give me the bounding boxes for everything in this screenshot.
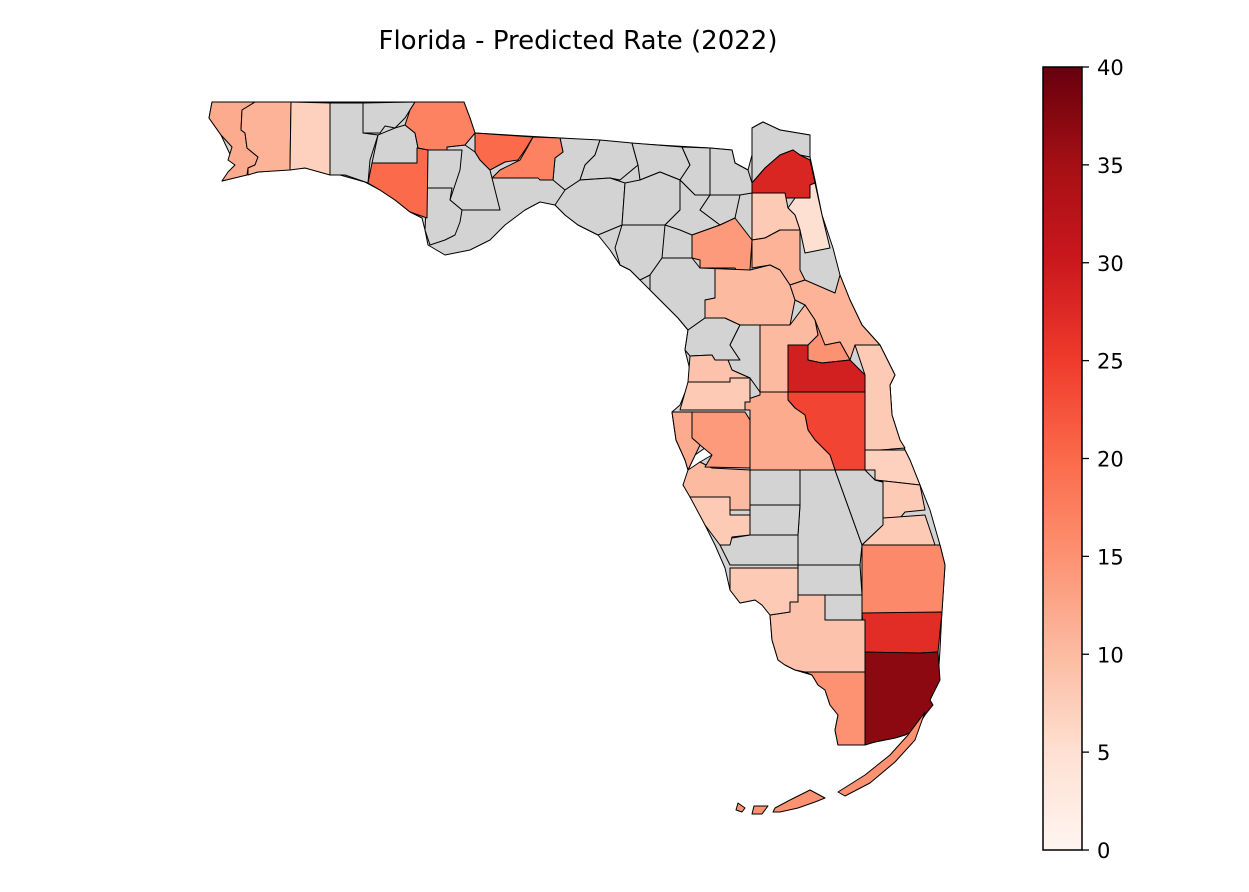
colorbar-tick-label: 30 [1097,252,1124,276]
county-no-data [424,187,463,246]
colorbar-tick-label: 10 [1097,643,1124,667]
county-region [671,411,701,471]
county-region [491,136,564,181]
county-region [804,671,866,746]
county-region [837,711,926,797]
county-region [861,544,946,614]
county-region [289,101,331,176]
county-region [404,101,476,151]
county-no-data [709,147,753,196]
county-region [691,411,751,469]
county-no-data [554,177,626,236]
county-no-data [749,504,801,536]
colorbar-tick-label: 40 [1097,56,1124,80]
county-region [772,789,826,813]
county-region [874,479,926,519]
county-no-data [699,194,741,226]
county-no-data [797,564,863,596]
colorbar-tick-label: 20 [1097,448,1124,472]
county-region [735,802,746,813]
county-region [367,147,429,219]
county-region [679,377,751,411]
colorbar-tick-label: 5 [1097,741,1110,765]
county-no-data [749,469,801,506]
county-region [751,805,769,815]
colorbar-tick-label: 15 [1097,545,1124,569]
county-no-data [614,224,666,281]
county-no-data [824,594,863,621]
colorbar-tick-label: 0 [1097,839,1110,863]
county-region [729,567,799,616]
colorbar-gradient [1042,66,1083,851]
colorbar-tick-label: 25 [1097,350,1124,374]
county-region [691,217,753,274]
county-region [861,611,943,656]
map-title: Florida - Predicted Rate (2022) [378,26,778,56]
colorbar-tick-label: 35 [1097,154,1124,178]
county-region [687,354,751,383]
county-region [864,651,941,746]
colorbar: 0 5 10 15 20 25 30 35 40 [1042,56,1124,863]
